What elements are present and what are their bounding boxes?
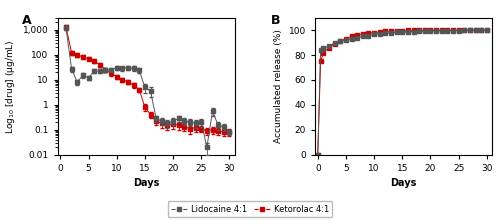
Text: A: A xyxy=(22,13,32,27)
X-axis label: Days: Days xyxy=(133,178,160,188)
Legend: Lidocaine 4:1, Ketorolac 4:1: Lidocaine 4:1, Ketorolac 4:1 xyxy=(168,201,332,217)
Y-axis label: Accumulated release (%): Accumulated release (%) xyxy=(274,29,283,143)
Text: B: B xyxy=(270,13,280,27)
X-axis label: Days: Days xyxy=(390,178,417,188)
Y-axis label: Log$_{10}$ [drug] (μg/mL): Log$_{10}$ [drug] (μg/mL) xyxy=(4,39,17,133)
